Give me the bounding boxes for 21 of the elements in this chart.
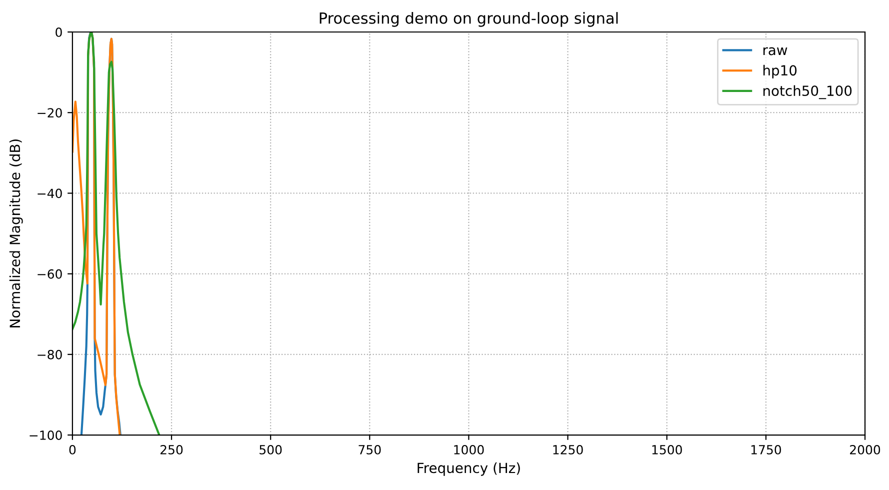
y-tick-label: −60 xyxy=(38,269,62,279)
x-axis-title: Frequency (Hz) xyxy=(418,462,520,476)
legend-label: raw xyxy=(763,47,788,56)
x-tick-label: 500 xyxy=(260,444,282,454)
x-tick-label: 1000 xyxy=(454,444,484,454)
x-tick-label: 250 xyxy=(160,444,183,454)
x-tick-label: 1500 xyxy=(652,444,682,454)
x-tick-label: 2000 xyxy=(850,444,880,454)
chart-title: Processing demo on ground-loop signal xyxy=(320,12,618,27)
x-tick-label: 1250 xyxy=(553,444,583,454)
y-tick-label: −100 xyxy=(30,430,62,440)
x-tick-label: 750 xyxy=(358,444,381,454)
y-axis-title: Normalized Magnitude (dB) xyxy=(9,140,23,328)
x-tick-label: 0 xyxy=(69,444,76,454)
y-tick-label: −20 xyxy=(38,108,62,118)
y-tick-label: 0 xyxy=(56,27,62,37)
x-tick-label: 1750 xyxy=(751,444,782,454)
y-tick-label: −80 xyxy=(38,350,62,360)
y-tick-label: −40 xyxy=(38,188,62,198)
legend-label: notch50_100 xyxy=(763,85,852,100)
legend-label: hp10 xyxy=(763,64,797,78)
